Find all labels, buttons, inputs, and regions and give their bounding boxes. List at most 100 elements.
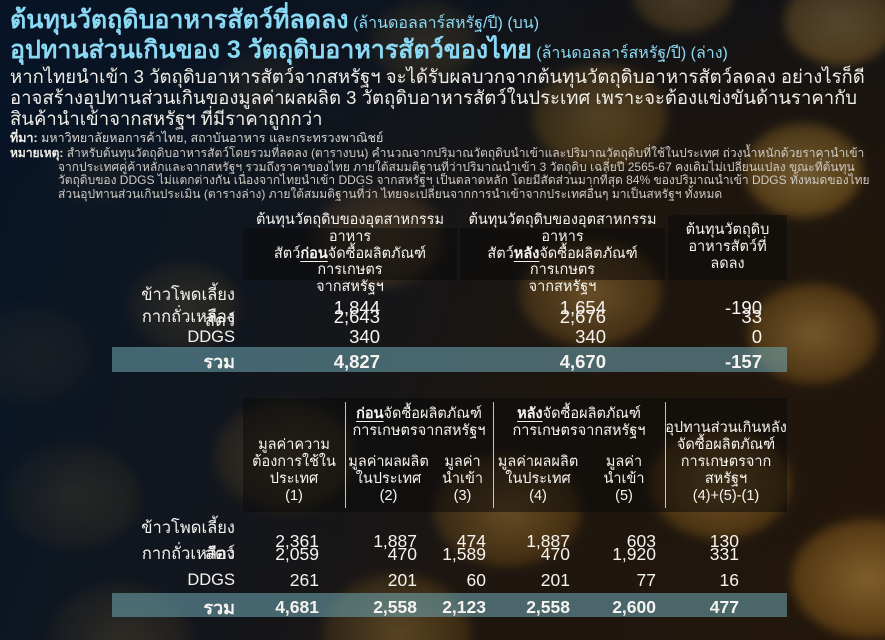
row-label: DDGS bbox=[187, 570, 235, 589]
title-block: ต้นทุนวัตถุดิบอาหารสัตว์ที่ลดลง (ล้านดอล… bbox=[10, 6, 728, 65]
subheader-import-before: มูลค่า นำเข้า (3) bbox=[441, 454, 484, 505]
header-separator bbox=[493, 402, 494, 508]
group-header-before: ก่อนจัดซื้อผลิตภัณฑ์ การเกษตรจากสหรัฐฯ bbox=[345, 406, 493, 440]
note-text: สำหรับต้นทุนวัตถุดิบอาหารสัตว์โดยรวมที่ล… bbox=[58, 146, 870, 202]
value-import-before: 60 bbox=[466, 569, 486, 590]
table1-header-after-text: ต้นทุนวัตถุดิบของอุตสาหกรรมอาหาร สัตว์หล… bbox=[460, 212, 665, 297]
row-label: ข้าวโพดเลี้ยงสัตว์ bbox=[141, 519, 235, 563]
value-import-after: 603 bbox=[626, 530, 656, 551]
table-row: ข้าวโพดเลี้ยงสัตว์ 1,844 1,654 -190 bbox=[112, 282, 787, 330]
value-before: 340 bbox=[349, 326, 380, 347]
table-row: ข้าวโพดเลี้ยงสัตว์ 2,361 1,887 474 1,887… bbox=[112, 515, 787, 563]
header-before-pre: ต้นทุนวัตถุดิบของอุตสาหกรรมอาหาร สัตว์ bbox=[255, 211, 445, 262]
value-import-before: 1,589 bbox=[442, 543, 486, 564]
total-after: 4,670 bbox=[559, 350, 606, 372]
table-row: กากถั่วเหลือง 2,643 2,676 33 bbox=[112, 304, 787, 327]
group-after-post: จัดซื้อผลิตภัณฑ์ การเกษตรจากสหรัฐฯ bbox=[512, 406, 646, 439]
group-before-underline: ก่อน bbox=[356, 406, 384, 422]
value-production-after: 1,887 bbox=[526, 530, 570, 551]
value-before: 1,844 bbox=[333, 297, 380, 318]
page-title-top: ต้นทุนวัตถุดิบอาหารสัตว์ที่ลดลง (ล้านดอล… bbox=[10, 6, 728, 36]
group-header-after: หลังจัดซื้อผลิตภัณฑ์ การเกษตรจากสหรัฐฯ bbox=[493, 406, 665, 440]
subheader-surplus: อุปทานส่วนเกินหลัง จัดซื้อผลิตภัณฑ์ การเ… bbox=[665, 420, 787, 505]
value-production-after: 470 bbox=[540, 543, 570, 564]
table-feed-cost: ต้นทุนวัตถุดิบของอุตสาหกรรมอาหาร สัตว์ก่… bbox=[112, 212, 787, 372]
value-import-before: 474 bbox=[456, 530, 486, 551]
header-after-pre: ต้นทุนวัตถุดิบของอุตสาหกรรมอาหาร สัตว์ bbox=[468, 211, 657, 262]
value-surplus: 16 bbox=[719, 569, 739, 590]
title-line2: อุปทานส่วนเกินของ 3 วัตถุดิบอาหารสัตว์ขอ… bbox=[10, 35, 532, 64]
total-demand: 4,681 bbox=[275, 597, 319, 617]
source-line: ที่มา: มหาวิทยาลัยหอการค้าไทย, สถาบันอาห… bbox=[10, 131, 870, 145]
table1-header-after: ต้นทุนวัตถุดิบของอุตสาหกรรมอาหาร สัตว์หล… bbox=[460, 212, 665, 295]
table-surplus-supply: ก่อนจัดซื้อผลิตภัณฑ์ การเกษตรจากสหรัฐฯ ห… bbox=[112, 398, 787, 618]
subheader-import-after: มูลค่า นำเข้า (5) bbox=[603, 454, 645, 505]
total-label: รวม bbox=[203, 598, 235, 618]
table-row: DDGS 340 340 0 bbox=[112, 326, 787, 348]
page-title-bottom: อุปทานส่วนเกินของ 3 วัตถุดิบอาหารสัตว์ขอ… bbox=[10, 36, 728, 66]
value-after: 2,676 bbox=[559, 306, 606, 327]
table2-body: ข้าวโพดเลี้ยงสัตว์ 2,361 1,887 474 1,887… bbox=[112, 515, 787, 593]
table-row: กากถั่วเหลือง 2,059 470 1,589 470 1,920 … bbox=[112, 541, 787, 567]
table1-total-row: รวม 4,827 4,670 -157 bbox=[112, 347, 787, 372]
header-separator bbox=[345, 402, 346, 508]
title-line1-unit: (ล้านดอลลาร์สหรัฐ/ปี) (บน) bbox=[348, 15, 540, 32]
table1-header-diff: ต้นทุนวัตถุดิบ อาหารสัตว์ที่ ลดลง bbox=[668, 215, 787, 280]
table1-body: ข้าวโพดเลี้ยงสัตว์ 1,844 1,654 -190 กากถ… bbox=[112, 282, 787, 348]
row-label: กากถั่วเหลือง bbox=[141, 545, 235, 563]
source-text: มหาวิทยาลัยหอการค้าไทย, สถาบันอาหาร และก… bbox=[37, 131, 384, 145]
total-production-after: 2,558 bbox=[526, 597, 570, 617]
source-label: ที่มา: bbox=[10, 131, 38, 145]
value-surplus: 130 bbox=[709, 530, 739, 551]
intro-paragraph: หากไทยนำเข้า 3 วัตถุดิบอาหารสัตว์จากสหรั… bbox=[10, 66, 865, 130]
group-after-underline: หลัง bbox=[517, 406, 543, 422]
total-import-after: 2,600 bbox=[612, 597, 656, 617]
value-production-before: 1,887 bbox=[373, 530, 417, 551]
header-separator bbox=[665, 402, 666, 508]
value-production-before: 201 bbox=[387, 569, 417, 590]
note-label: หมายเหตุ: bbox=[10, 146, 64, 160]
table1-header-before: ต้นทุนวัตถุดิบของอุตสาหกรรมอาหาร สัตว์ก่… bbox=[243, 212, 457, 295]
value-surplus: 331 bbox=[709, 543, 739, 564]
table-row: DDGS 261 201 60 201 77 16 bbox=[112, 567, 787, 593]
group-before-text: ก่อนจัดซื้อผลิตภัณฑ์ การเกษตรจากสหรัฐฯ bbox=[353, 406, 486, 440]
group-after-text: หลังจัดซื้อผลิตภัณฑ์ การเกษตรจากสหรัฐฯ bbox=[513, 406, 646, 440]
table2-total-row: รวม 4,681 2,558 2,123 2,558 2,600 477 bbox=[112, 593, 787, 618]
value-import-after: 1,920 bbox=[612, 543, 656, 564]
title-line2-unit: (ล้านดอลลาร์สหรัฐ/ปี) (ล่าง) bbox=[531, 44, 728, 62]
table1-header-before-text: ต้นทุนวัตถุดิบของอุตสาหกรรมอาหาร สัตว์ก่… bbox=[243, 212, 457, 297]
value-after: 1,654 bbox=[559, 297, 606, 318]
table1-header-diff-text: ต้นทุนวัตถุดิบ อาหารสัตว์ที่ ลดลง bbox=[685, 222, 770, 272]
value-demand: 2,059 bbox=[275, 543, 319, 564]
header-after-post: จัดซื้อผลิตภัณฑ์การเกษตร จากสหรัฐฯ bbox=[528, 245, 638, 296]
total-before: 4,827 bbox=[333, 350, 380, 372]
title-line1: ต้นทุนวัตถุดิบอาหารสัตว์ที่ลดลง bbox=[10, 6, 349, 34]
total-label: รวม bbox=[203, 352, 235, 372]
group-before-post: จัดซื้อผลิตภัณฑ์ การเกษตรจากสหรัฐฯ bbox=[352, 406, 486, 439]
row-label: ข้าวโพดเลี้ยงสัตว์ bbox=[141, 286, 235, 330]
table2-header: ก่อนจัดซื้อผลิตภัณฑ์ การเกษตรจากสหรัฐฯ ห… bbox=[243, 398, 787, 512]
value-before: 2,643 bbox=[333, 306, 380, 327]
header-before-underline: ก่อน bbox=[300, 245, 328, 262]
subheader-production-after: มูลค่าผลผลิต ในประเทศ (4) bbox=[497, 454, 579, 505]
row-label: DDGS bbox=[187, 327, 235, 346]
value-diff: 0 bbox=[751, 326, 762, 347]
subheader-domestic-demand: มูลค่าความ ต้องการใช้ใน ประเทศ (1) bbox=[252, 437, 336, 505]
value-diff: -190 bbox=[724, 297, 762, 318]
header-before-post: จัดซื้อผลิตภัณฑ์การเกษตร จากสหรัฐฯ bbox=[316, 245, 427, 296]
value-import-after: 77 bbox=[636, 569, 656, 590]
value-diff: 33 bbox=[741, 306, 762, 327]
value-after: 340 bbox=[575, 326, 606, 347]
value-production-before: 470 bbox=[387, 543, 417, 564]
total-import-before: 2,123 bbox=[442, 597, 486, 617]
value-demand: 261 bbox=[289, 569, 319, 590]
note-line: หมายเหตุ: สำหรับต้นทุนวัตถุดิบอาหารสัตว์… bbox=[10, 146, 878, 202]
subheader-production-before: มูลค่าผลผลิต ในประเทศ (2) bbox=[348, 454, 429, 505]
total-diff: -157 bbox=[724, 350, 762, 372]
header-after-underline: หลัง bbox=[513, 245, 540, 262]
total-surplus: 477 bbox=[709, 597, 739, 617]
value-production-after: 201 bbox=[540, 569, 570, 590]
row-label: กากถั่วเหลือง bbox=[141, 308, 235, 326]
